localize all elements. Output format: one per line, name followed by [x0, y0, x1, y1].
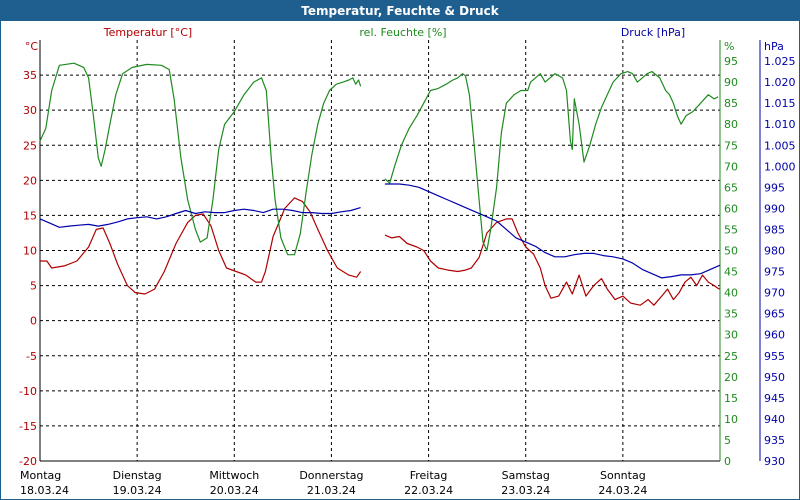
x-tick-day: Samstag: [502, 469, 550, 482]
x-tick-day: Donnerstag: [299, 469, 363, 482]
x-tick-day: Dienstag: [113, 469, 162, 482]
temperature-tick-label: 30: [23, 104, 37, 117]
x-tick-date: 22.03.24: [404, 484, 453, 497]
pressure-tick-label: 950: [764, 371, 785, 384]
temperature-axis-label: Temperatur [°C]: [103, 26, 192, 39]
temperature-tick-label: -20: [19, 455, 37, 468]
humidity-tick-label: 45: [724, 266, 738, 279]
humidity-tick-label: 50: [724, 245, 738, 258]
x-tick-date: 21.03.24: [307, 484, 356, 497]
x-tick-date: 23.03.24: [501, 484, 550, 497]
temperature-unit-label: °C: [25, 40, 39, 53]
x-tick-day: Freitag: [410, 469, 448, 482]
pressure-tick-label: 955: [764, 350, 785, 363]
temperature-series-line: [384, 218, 721, 306]
x-tick-day: Mittwoch: [209, 469, 259, 482]
humidity-tick-label: 60: [724, 202, 738, 215]
temperature-tick-label: 25: [23, 139, 37, 152]
x-tick-date: 20.03.24: [210, 484, 259, 497]
pressure-tick-label: 990: [764, 202, 785, 215]
pressure-tick-label: 1.005: [764, 139, 796, 152]
temperature-tick-label: 5: [30, 280, 37, 293]
pressure-tick-label: 1.015: [764, 97, 796, 110]
temperature-tick-label: -5: [26, 350, 37, 363]
pressure-tick-label: 930: [764, 455, 785, 468]
pressure-tick-label: 960: [764, 329, 785, 342]
x-tick-date: 24.03.24: [598, 484, 647, 497]
pressure-tick-label: 970: [764, 287, 785, 300]
humidity-series-line: [39, 62, 362, 256]
humidity-tick-label: 40: [724, 287, 738, 300]
humidity-tick-label: 75: [724, 139, 738, 152]
pressure-tick-label: 995: [764, 181, 785, 194]
temperature-tick-label: 10: [23, 245, 37, 258]
pressure-tick-label: 1.010: [764, 118, 796, 131]
humidity-tick-label: 5: [724, 434, 731, 447]
temperature-tick-label: 0: [30, 315, 37, 328]
humidity-tick-label: 25: [724, 350, 738, 363]
humidity-tick-label: 70: [724, 160, 738, 173]
humidity-tick-label: 30: [724, 329, 738, 342]
pressure-tick-label: 1.020: [764, 76, 796, 89]
temperature-tick-label: 35: [23, 69, 37, 82]
pressure-tick-label: 965: [764, 308, 785, 321]
x-tick-date: 19.03.24: [113, 484, 162, 497]
temperature-tick-label: 20: [23, 174, 37, 187]
humidity-tick-label: 10: [724, 413, 738, 426]
humidity-axis-label: rel. Feuchte [%]: [359, 26, 446, 39]
x-tick-day: Montag: [20, 469, 61, 482]
humidity-tick-label: 90: [724, 76, 738, 89]
humidity-unit-label: %: [724, 40, 734, 53]
tick-labels: 35302520151050-5-10-15-20Montag18.03.24D…: [19, 55, 795, 497]
humidity-series-line: [384, 70, 719, 252]
temperature-tick-label: -10: [19, 385, 37, 398]
pressure-tick-label: 985: [764, 223, 785, 236]
pressure-series-line: [384, 183, 721, 279]
humidity-tick-label: 35: [724, 308, 738, 321]
pressure-tick-label: 935: [764, 434, 785, 447]
humidity-tick-label: 65: [724, 181, 738, 194]
temperature-tick-label: -15: [19, 420, 37, 433]
x-tick-day: Sonntag: [600, 469, 646, 482]
grid-lines: [40, 40, 720, 461]
temperature-tick-label: 15: [23, 209, 37, 222]
pressure-tick-label: 940: [764, 413, 785, 426]
pressure-tick-label: 980: [764, 245, 785, 258]
pressure-tick-label: 945: [764, 392, 785, 405]
pressure-tick-label: 975: [764, 266, 785, 279]
humidity-tick-label: 0: [724, 455, 731, 468]
pressure-tick-label: 1.000: [764, 160, 796, 173]
humidity-tick-label: 55: [724, 223, 738, 236]
pressure-series-line: [39, 207, 361, 228]
humidity-tick-label: 20: [724, 371, 738, 384]
pressure-unit-label: hPa: [764, 40, 784, 53]
pressure-tick-label: 1.025: [764, 55, 796, 68]
temperature-series-line: [40, 197, 362, 295]
x-tick-date: 18.03.24: [20, 484, 69, 497]
humidity-tick-label: 95: [724, 55, 738, 68]
humidity-tick-label: 80: [724, 118, 738, 131]
humidity-tick-label: 15: [724, 392, 738, 405]
window-title: Temperatur, Feuchte & Druck: [1, 1, 799, 21]
series-lines: [39, 62, 721, 306]
axes: [39, 40, 761, 462]
humidity-tick-label: 85: [724, 97, 738, 110]
pressure-axis-label: Druck [hPa]: [621, 26, 685, 39]
